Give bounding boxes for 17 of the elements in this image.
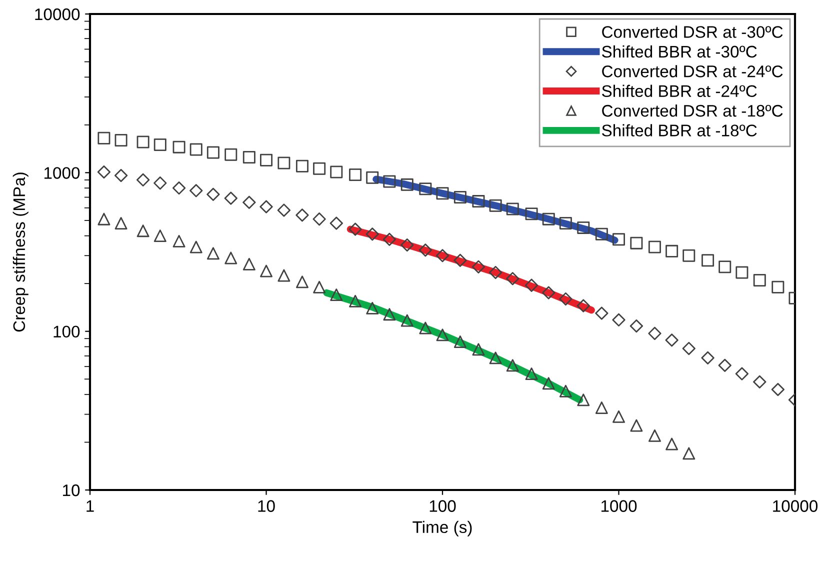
x-tick-label: 10 [258, 500, 275, 512]
legend-label: Shifted BBR at -24ºC [602, 84, 757, 98]
legend-label: Shifted BBR at -18ºC [602, 124, 757, 136]
legend-label: Converted DSR at -18ºC [602, 104, 783, 117]
x-tick-label: 1000 [601, 500, 637, 512]
legend-label: Converted DSR at -24ºC [602, 65, 783, 78]
x-tick-label: 10000 [773, 500, 818, 512]
legend-label: Shifted BBR at -30ºC [602, 45, 757, 58]
x-tick-label: 1 [86, 500, 94, 512]
y-axis-title: Creep stiffness (MPa) [12, 172, 28, 332]
y-tick-label: 10000 [35, 8, 80, 20]
x-tick-label: 100 [430, 500, 456, 512]
y-tick-label: 10 [63, 484, 80, 496]
legend-label: Converted DSR at -30ºC [602, 26, 783, 38]
y-tick-label: 100 [54, 326, 80, 338]
y-tick-label: 1000 [44, 167, 80, 179]
x-axis-title: Time (s) [412, 520, 472, 536]
